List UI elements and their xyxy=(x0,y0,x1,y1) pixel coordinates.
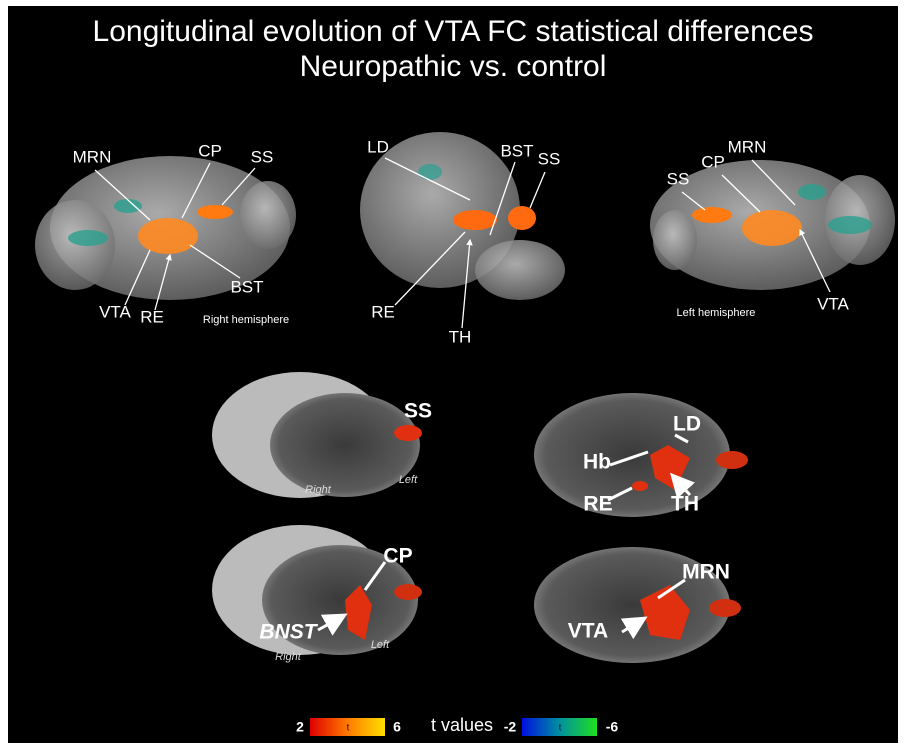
region-label: BST xyxy=(500,141,533,160)
region-label: SS xyxy=(667,169,690,188)
region-label: CP xyxy=(198,141,222,160)
brain-slice xyxy=(534,547,741,663)
region-label: VTA xyxy=(568,620,608,643)
region-label: CP xyxy=(701,152,725,171)
region-label: RE xyxy=(583,493,612,516)
colorbar-label: 6 xyxy=(393,719,401,735)
colorbar-label: -6 xyxy=(606,719,619,735)
background xyxy=(8,6,898,743)
side-label: Left xyxy=(399,474,418,486)
colorbar-label: t xyxy=(347,723,350,734)
colorbar-label: t xyxy=(559,723,562,734)
caption: Right hemisphere xyxy=(203,314,289,326)
region-label: SS xyxy=(251,147,274,166)
brain-slice xyxy=(534,393,748,517)
colorbar xyxy=(310,718,597,736)
region-label: RE xyxy=(140,307,164,326)
region-label: RE xyxy=(371,302,395,321)
colorbar-label: 2 xyxy=(296,719,304,735)
region-label: LD xyxy=(367,137,389,156)
region-label: MRN xyxy=(728,137,767,156)
caption: Left hemisphere xyxy=(677,307,756,319)
colorbar-caption: t values xyxy=(431,715,493,735)
region-label: MRN xyxy=(682,561,730,584)
region-label: LD xyxy=(673,413,701,436)
brain-slice xyxy=(212,372,422,498)
region-label: SS xyxy=(404,400,432,423)
region-label: BST xyxy=(230,277,263,296)
region-label: BNST xyxy=(259,621,318,644)
region-label: Hb xyxy=(583,451,611,474)
side-label: Left xyxy=(371,639,390,651)
brain-view xyxy=(650,159,895,293)
title: Neuropathic vs. control xyxy=(300,50,607,83)
side-label: Right xyxy=(275,651,302,663)
region-label: TH xyxy=(449,327,472,346)
brain-slice xyxy=(212,525,422,655)
region-label: CP xyxy=(383,545,412,568)
brain-view xyxy=(360,132,565,329)
region-label: SS xyxy=(538,149,561,168)
region-label: VTA xyxy=(817,294,849,313)
region-label: TH xyxy=(671,493,699,516)
colorbar-label: -2 xyxy=(504,719,517,735)
brain-view xyxy=(35,156,296,311)
side-label: Right xyxy=(305,484,332,496)
region-label: VTA xyxy=(99,302,131,321)
title: Longitudinal evolution of VTA FC statist… xyxy=(93,15,814,48)
region-label: MRN xyxy=(73,147,112,166)
